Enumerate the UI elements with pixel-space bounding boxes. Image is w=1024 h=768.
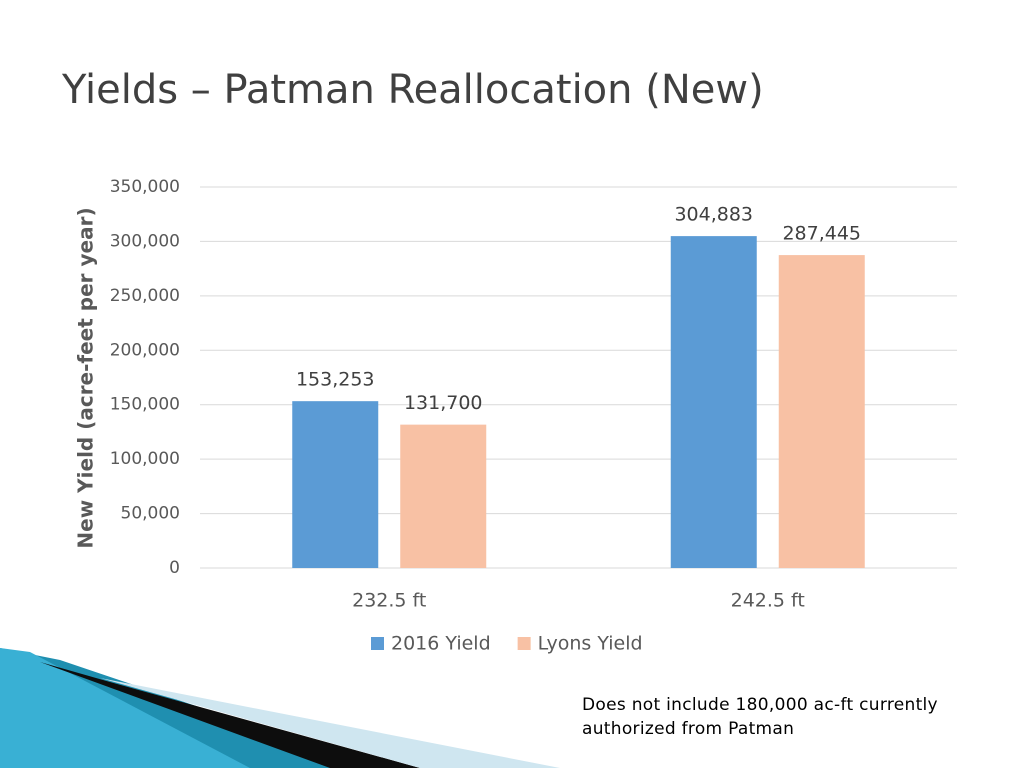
y-tick-label: 150,000 bbox=[110, 395, 180, 415]
legend-label: Lyons Yield bbox=[538, 633, 643, 655]
footnote: Does not include 180,000 ac-ft currently… bbox=[582, 695, 938, 739]
legend-swatch bbox=[517, 637, 531, 650]
x-tick-label: 242.5 ft bbox=[731, 590, 805, 612]
legend-swatch bbox=[371, 637, 384, 650]
y-tick-label: 100,000 bbox=[110, 449, 180, 469]
decoration bbox=[0, 648, 250, 768]
slide-title: Yields – Patman Reallocation (New) bbox=[61, 67, 764, 113]
y-axis-title: New Yield (acre-feet per year) bbox=[74, 207, 98, 548]
bar bbox=[778, 255, 865, 568]
x-tick-label: 232.5 ft bbox=[352, 590, 426, 612]
y-tick-label: 50,000 bbox=[121, 504, 180, 524]
decoration bbox=[100, 678, 560, 768]
y-tick-label: 300,000 bbox=[110, 231, 180, 251]
value-label: 131,700 bbox=[404, 392, 483, 414]
value-label: 287,445 bbox=[782, 223, 861, 245]
bar bbox=[670, 236, 757, 568]
y-tick-label: 250,000 bbox=[110, 286, 180, 306]
y-tick-label: 0 bbox=[169, 558, 180, 578]
legend-label: 2016 Yield bbox=[391, 633, 491, 655]
value-label: 153,253 bbox=[296, 369, 375, 391]
y-tick-label: 200,000 bbox=[110, 340, 180, 360]
y-tick-label: 350,000 bbox=[110, 177, 180, 197]
bar bbox=[400, 424, 487, 568]
value-label: 304,883 bbox=[674, 204, 753, 226]
bar bbox=[292, 401, 379, 568]
